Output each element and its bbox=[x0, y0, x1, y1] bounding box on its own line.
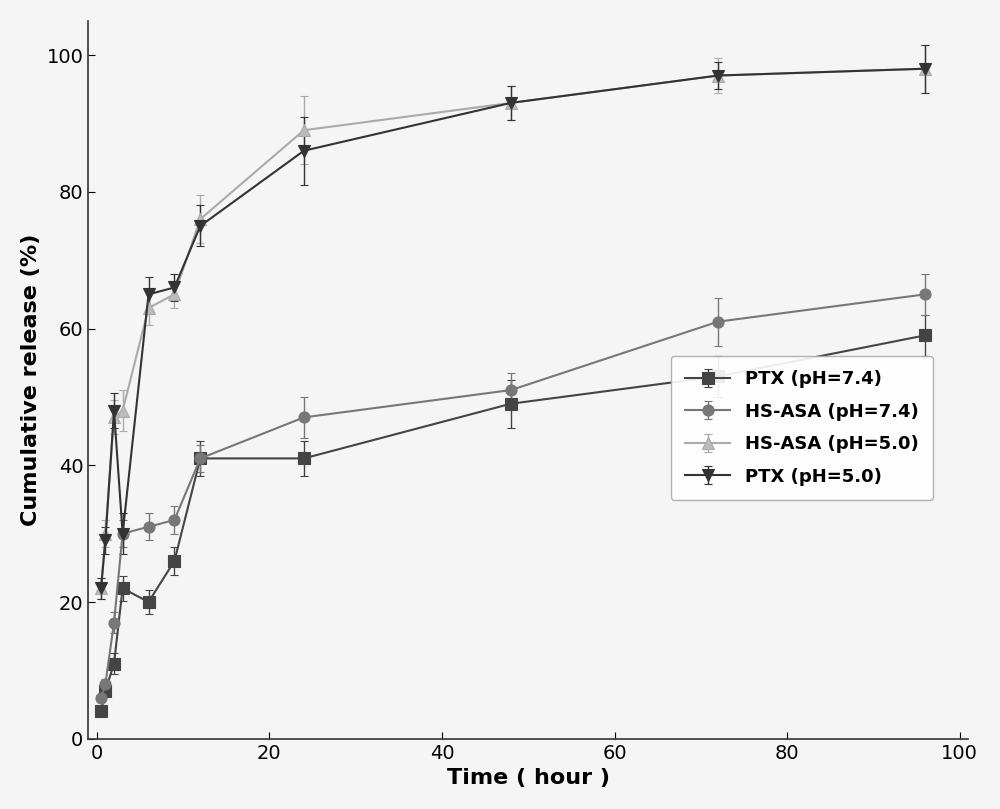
Y-axis label: Cumulative release (%): Cumulative release (%) bbox=[21, 234, 41, 526]
Legend: PTX (pH=7.4), HS-ASA (pH=7.4), HS-ASA (pH=5.0), PTX (pH=5.0): PTX (pH=7.4), HS-ASA (pH=7.4), HS-ASA (p… bbox=[671, 356, 933, 500]
X-axis label: Time ( hour ): Time ( hour ) bbox=[447, 769, 610, 788]
